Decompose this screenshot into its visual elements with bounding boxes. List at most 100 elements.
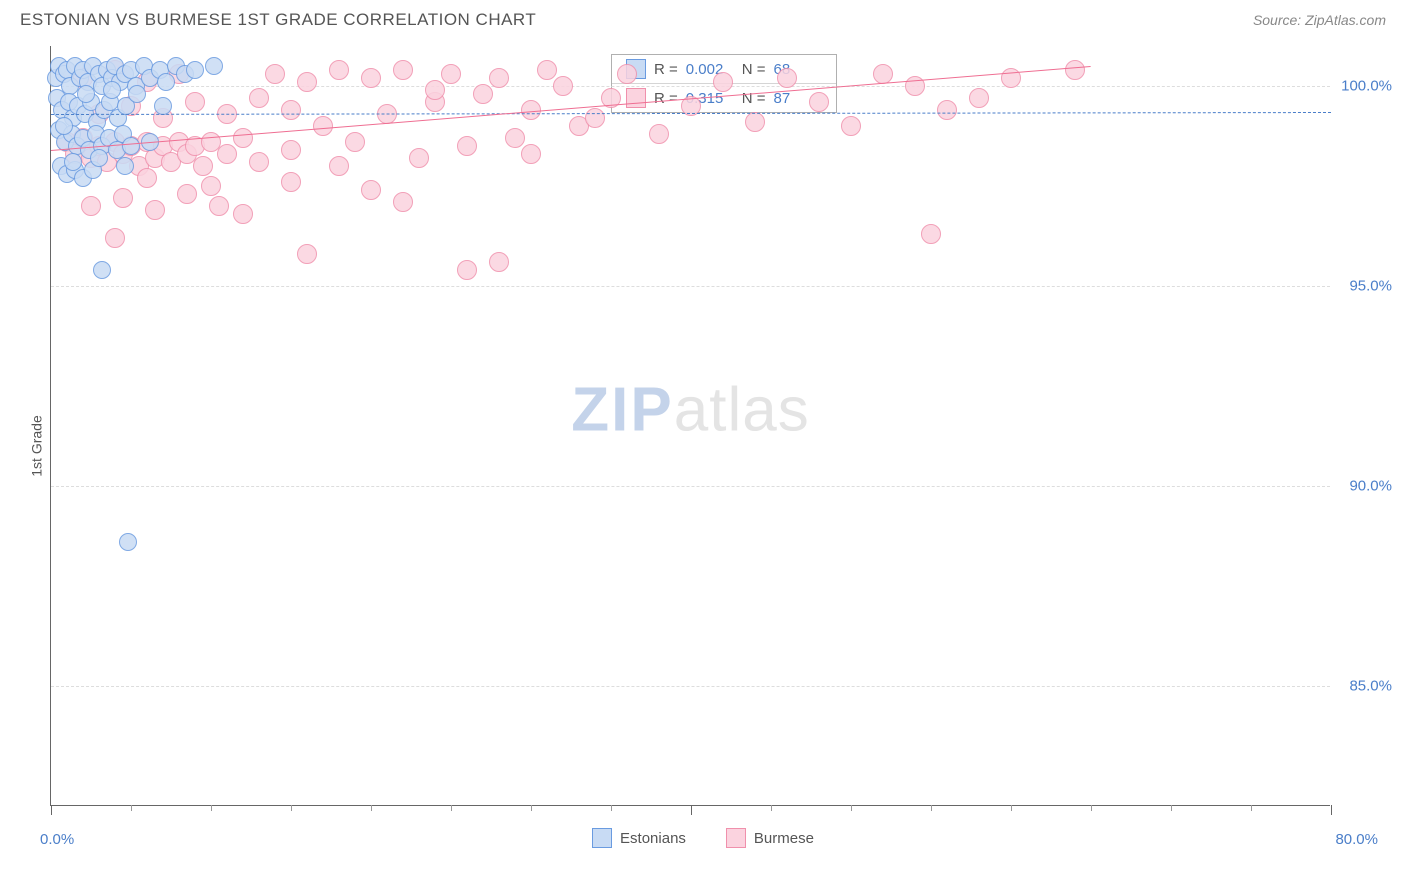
data-point-estonians bbox=[64, 153, 82, 171]
data-point-burmese bbox=[297, 244, 317, 264]
x-tick-minor bbox=[931, 805, 932, 811]
data-point-burmese bbox=[505, 128, 525, 148]
data-point-burmese bbox=[441, 64, 461, 84]
data-point-burmese bbox=[329, 60, 349, 80]
chart-title: ESTONIAN VS BURMESE 1ST GRADE CORRELATIO… bbox=[20, 10, 536, 30]
x-tick-minor bbox=[851, 805, 852, 811]
x-tick-minor bbox=[291, 805, 292, 811]
data-point-burmese bbox=[233, 128, 253, 148]
data-point-burmese bbox=[361, 180, 381, 200]
data-point-burmese bbox=[745, 112, 765, 132]
data-point-burmese bbox=[177, 184, 197, 204]
data-point-burmese bbox=[209, 196, 229, 216]
x-tick-minor bbox=[211, 805, 212, 811]
data-point-estonians bbox=[122, 137, 140, 155]
data-point-burmese bbox=[1065, 60, 1085, 80]
gridline bbox=[51, 286, 1330, 287]
data-point-burmese bbox=[537, 60, 557, 80]
data-point-burmese bbox=[113, 188, 133, 208]
legend-item-estonians: Estonians bbox=[592, 828, 686, 848]
data-point-burmese bbox=[281, 172, 301, 192]
data-point-burmese bbox=[217, 144, 237, 164]
data-point-burmese bbox=[105, 228, 125, 248]
data-point-burmese bbox=[457, 136, 477, 156]
data-point-estonians bbox=[154, 97, 172, 115]
x-tick-minor bbox=[771, 805, 772, 811]
data-point-burmese bbox=[329, 156, 349, 176]
data-point-burmese bbox=[137, 168, 157, 188]
series-legend: Estonians Burmese bbox=[0, 828, 1406, 848]
data-point-estonians bbox=[55, 117, 73, 135]
data-point-burmese bbox=[201, 176, 221, 196]
data-point-estonians bbox=[157, 73, 175, 91]
x-tick-minor bbox=[611, 805, 612, 811]
x-tick-minor bbox=[1011, 805, 1012, 811]
data-point-estonians bbox=[93, 261, 111, 279]
data-point-burmese bbox=[553, 76, 573, 96]
data-point-burmese bbox=[345, 132, 365, 152]
swatch-estonians bbox=[592, 828, 612, 848]
data-point-estonians bbox=[103, 81, 121, 99]
legend-n-label: N = bbox=[742, 61, 766, 78]
data-point-burmese bbox=[649, 124, 669, 144]
data-point-estonians bbox=[116, 157, 134, 175]
data-point-burmese bbox=[313, 116, 333, 136]
data-point-burmese bbox=[425, 80, 445, 100]
y-tick-label: 100.0% bbox=[1336, 78, 1392, 95]
legend-r-label: R = bbox=[654, 61, 678, 78]
data-point-burmese bbox=[393, 60, 413, 80]
data-point-burmese bbox=[921, 224, 941, 244]
data-point-burmese bbox=[281, 100, 301, 120]
gridline bbox=[51, 86, 1330, 87]
chart-container: 1st Grade ZIPatlas R = 0.002 N = 68 R = … bbox=[0, 36, 1406, 856]
y-tick-label: 90.0% bbox=[1336, 478, 1392, 495]
gridline bbox=[51, 686, 1330, 687]
gridline bbox=[51, 486, 1330, 487]
data-point-burmese bbox=[265, 64, 285, 84]
data-point-burmese bbox=[617, 64, 637, 84]
x-tick-minor bbox=[531, 805, 532, 811]
x-tick-major bbox=[1331, 805, 1332, 815]
x-tick-major bbox=[51, 805, 52, 815]
x-tick-minor bbox=[451, 805, 452, 811]
data-point-burmese bbox=[249, 152, 269, 172]
plot-area: ZIPatlas R = 0.002 N = 68 R = 0.315 N = … bbox=[50, 46, 1330, 806]
data-point-burmese bbox=[233, 204, 253, 224]
legend-label-burmese: Burmese bbox=[754, 830, 814, 847]
swatch-burmese bbox=[626, 88, 646, 108]
data-point-estonians bbox=[205, 57, 223, 75]
x-tick-minor bbox=[1251, 805, 1252, 811]
data-point-burmese bbox=[489, 68, 509, 88]
data-point-burmese bbox=[713, 72, 733, 92]
y-tick-label: 95.0% bbox=[1336, 278, 1392, 295]
data-point-burmese bbox=[249, 88, 269, 108]
data-point-burmese bbox=[185, 92, 205, 112]
data-point-estonians bbox=[128, 85, 146, 103]
data-point-estonians bbox=[77, 85, 95, 103]
data-point-burmese bbox=[457, 260, 477, 280]
data-point-burmese bbox=[809, 92, 829, 112]
legend-label-estonians: Estonians bbox=[620, 830, 686, 847]
data-point-burmese bbox=[585, 108, 605, 128]
data-point-estonians bbox=[90, 149, 108, 167]
data-point-burmese bbox=[777, 68, 797, 88]
legend-item-burmese: Burmese bbox=[726, 828, 814, 848]
data-point-burmese bbox=[521, 144, 541, 164]
data-point-burmese bbox=[145, 200, 165, 220]
source-label: Source: ZipAtlas.com bbox=[1253, 12, 1386, 28]
data-point-burmese bbox=[873, 64, 893, 84]
data-point-burmese bbox=[969, 88, 989, 108]
watermark-light: atlas bbox=[674, 376, 810, 445]
data-point-burmese bbox=[489, 252, 509, 272]
data-point-burmese bbox=[193, 156, 213, 176]
data-point-burmese bbox=[361, 68, 381, 88]
x-tick-minor bbox=[131, 805, 132, 811]
watermark: ZIPatlas bbox=[571, 375, 809, 446]
data-point-burmese bbox=[393, 192, 413, 212]
data-point-burmese bbox=[937, 100, 957, 120]
y-axis-label: 1st Grade bbox=[29, 415, 45, 476]
data-point-burmese bbox=[409, 148, 429, 168]
data-point-burmese bbox=[841, 116, 861, 136]
swatch-burmese bbox=[726, 828, 746, 848]
data-point-burmese bbox=[473, 84, 493, 104]
